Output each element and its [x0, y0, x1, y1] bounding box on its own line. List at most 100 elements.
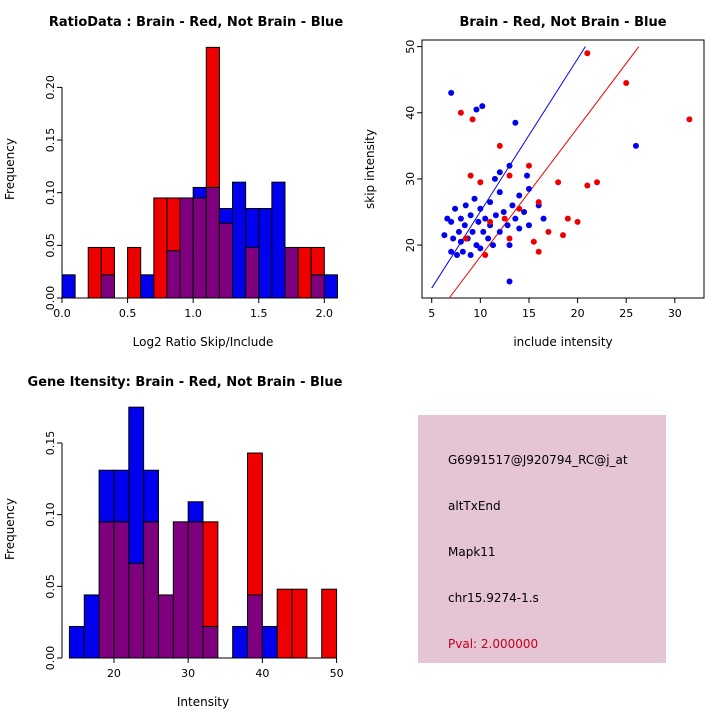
scatter-point-red [467, 172, 474, 179]
scatter-point-blue [462, 202, 469, 209]
scatter-point-blue [506, 278, 513, 285]
hist-bar [87, 246, 102, 299]
plot-box [421, 39, 705, 299]
scatter-point-blue [540, 215, 547, 222]
hist-bar [166, 197, 181, 252]
scatter-point-blue [454, 252, 461, 258]
annotation-box: G6991517@J920794_RC@j_at altTxEnd Mapk11… [418, 415, 666, 663]
scatter-point-blue [452, 205, 459, 212]
event-type-text: altTxEnd [448, 499, 501, 513]
scatter-point-red [482, 252, 489, 258]
y-axis-label: Frequency [3, 138, 17, 200]
scatter-point-red [457, 109, 464, 116]
pval-text: Pval: 2.000000 [448, 637, 539, 651]
y-axis-label: skip intensity [363, 129, 377, 209]
hist-bar-overlap [192, 197, 207, 299]
scatter-point-blue [506, 242, 513, 249]
y-tick-label: 0.00 [44, 286, 57, 311]
hist-bar [143, 469, 159, 523]
panel-scatter: Brain - Red, Not Brain - Blue include in… [360, 0, 720, 360]
scatter-point-blue [516, 225, 523, 232]
scatter-point-blue [448, 89, 455, 96]
scatter-point-red [623, 80, 630, 86]
hist-bar [218, 207, 234, 224]
scatter-point-red [564, 215, 571, 222]
y-tick-label: 50 [404, 40, 417, 54]
scatter-point-red [584, 182, 591, 189]
x-axis-label: Log2 Ratio Skip/Include [133, 335, 274, 349]
scatter-point-blue [491, 175, 498, 182]
scatter-point-red [686, 116, 693, 123]
scatter-point-red [535, 248, 542, 255]
y-tick-label: 20 [404, 238, 417, 252]
scatter-point-blue [496, 228, 503, 235]
hist-bar-overlap [310, 274, 325, 299]
y-tick-label: 0.15 [44, 431, 57, 456]
hist-bar [247, 452, 263, 596]
scatter-point-red [487, 218, 494, 225]
x-tick-label: 20 [571, 307, 585, 320]
scatter-point-blue [512, 119, 519, 126]
hist-bar [192, 186, 207, 199]
gene-name-text: Mapk11 [448, 545, 496, 559]
y-tick-label: 0.10 [44, 502, 57, 527]
scatter-point-blue [477, 205, 484, 212]
scatter-point-blue [457, 215, 464, 222]
scatter-point-blue [467, 252, 474, 258]
hist-bar [202, 521, 219, 627]
x-axis-label: include intensity [513, 335, 612, 349]
scatter-point-blue [524, 172, 531, 179]
x-tick-label: 30 [181, 667, 195, 680]
scatter-point-blue [496, 169, 503, 176]
scatter-point-red [501, 215, 508, 222]
hist-bar [261, 625, 278, 659]
scatter-point-red [545, 228, 552, 235]
x-tick-label: 10 [473, 307, 487, 320]
y-tick-label: 0.10 [44, 180, 57, 205]
scatter-point-blue [489, 242, 496, 249]
panel-gene-histogram: Gene Itensity: Brain - Red, Not Brain - … [0, 360, 360, 720]
hist-bar [61, 274, 76, 299]
scatter-point-red [584, 50, 591, 57]
scatter-point-blue [450, 235, 457, 242]
scatter-point-blue [461, 222, 468, 229]
hist-bar-overlap [247, 594, 263, 659]
hist-bar [128, 406, 145, 564]
scatter-point-red [525, 162, 532, 169]
hist-bar [100, 246, 115, 276]
y-tick-label: 0.05 [44, 233, 57, 257]
scatter-point-blue [509, 202, 516, 209]
hist-bar [271, 181, 286, 299]
scatter-point-red [560, 232, 566, 239]
gene-histogram-plot: Gene Itensity: Brain - Red, Not Brain - … [3, 375, 344, 709]
hist-bar-overlap [284, 246, 299, 299]
scatter-point-red [516, 205, 523, 212]
hist-bar [291, 588, 308, 659]
scatter-point-red [462, 235, 469, 242]
ratio-histogram-area: 0.0 0.5 1.0 1.5 2.0 0.00 0.05 0.10 0.15 0.20 [44, 46, 338, 320]
scatter-point-blue [448, 218, 455, 225]
scatter-point-red [496, 142, 503, 149]
y-tick-label: 0.05 [44, 574, 57, 599]
x-tick-label: 40 [255, 667, 269, 680]
y-tick-label: 0.20 [44, 75, 57, 100]
x-tick-label: 30 [668, 307, 682, 320]
scatter-point-blue [487, 199, 494, 206]
scatter-point-blue [521, 209, 528, 215]
x-tick-label: 1.0 [184, 307, 202, 320]
scatter-point-red [506, 172, 513, 179]
scatter-plot-area: 5 10 15 20 25 30 20 30 40 50 [404, 39, 705, 320]
x-tick-label: 5 [428, 307, 435, 320]
panel-info-box: G6991517@J920794_RC@j_at altTxEnd Mapk11… [360, 360, 720, 720]
scatter-point-red [469, 116, 476, 123]
hist-bar [245, 207, 260, 248]
scatter-point-blue [471, 195, 478, 202]
scatter-point-blue [492, 212, 499, 219]
y-tick-label: 0.15 [44, 128, 57, 153]
scatter-point-blue [516, 192, 523, 199]
scatter-point-blue [496, 189, 503, 196]
scatter-point-red [574, 218, 581, 225]
x-tick-label: 0.0 [53, 307, 71, 320]
hist-bar-overlap [128, 562, 145, 659]
scatter-point-blue [506, 162, 513, 169]
